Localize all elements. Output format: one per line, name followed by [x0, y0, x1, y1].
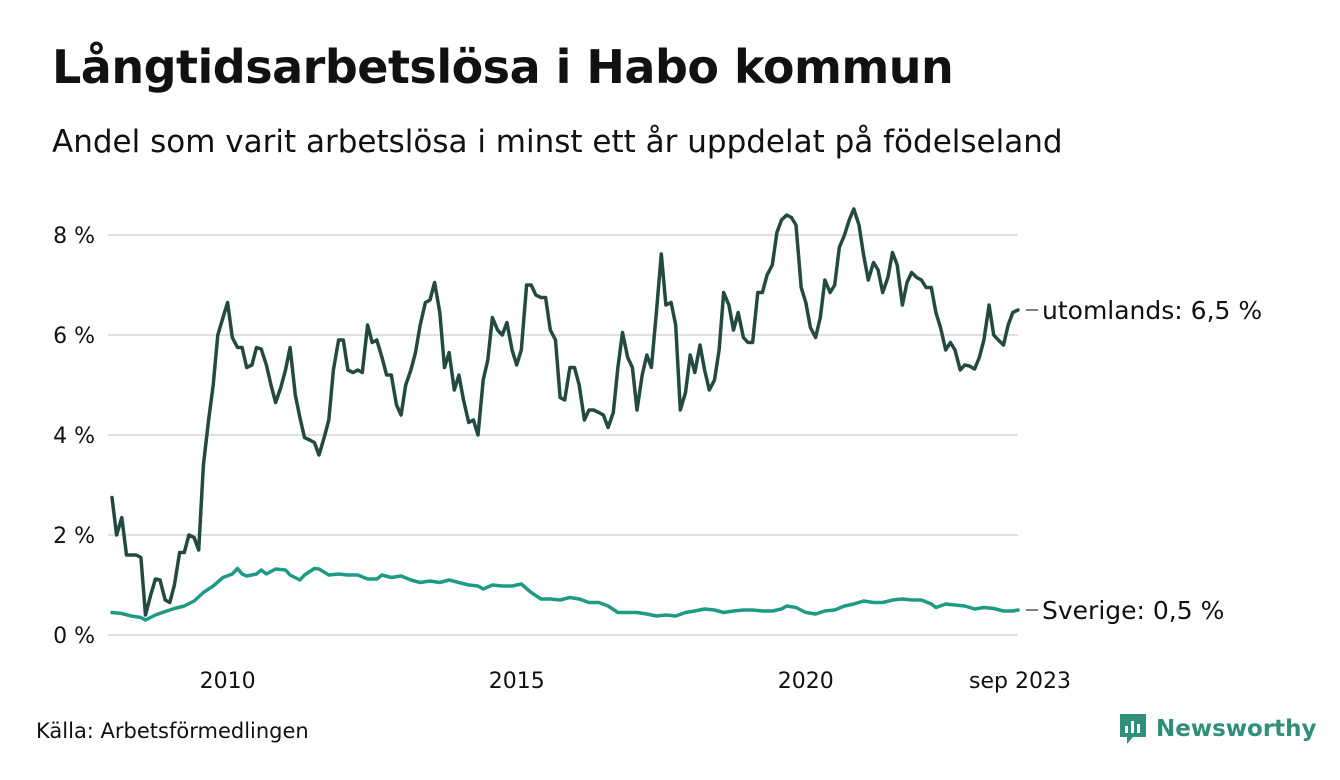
- page-title: Långtidsarbetslösa i Habo kommun: [52, 40, 954, 94]
- series-line-sverige: [110, 566, 1020, 622]
- y-tick-label: 8 %: [53, 224, 95, 249]
- series-label-utomlands: utomlands: 6,5 %: [1042, 296, 1262, 325]
- y-axis: 0 % 2 % 4 % 6 % 8 %: [53, 224, 95, 649]
- brand-name: Newsworthy: [1156, 716, 1317, 742]
- y-tick-label: 0 %: [53, 624, 95, 649]
- y-tick-label: 6 %: [53, 324, 95, 349]
- x-tick-label: 2015: [489, 669, 545, 694]
- x-tick-label: 2010: [200, 669, 256, 694]
- series-label-sverige: Sverige: 0,5 %: [1042, 596, 1224, 625]
- x-tick-label: 2020: [778, 669, 834, 694]
- y-tick-label: 2 %: [53, 524, 95, 549]
- x-axis: 2010 2015 2020 sep 2023: [200, 669, 1071, 694]
- source-note: Källa: Arbetsförmedlingen: [36, 719, 309, 743]
- x-tick-label: sep 2023: [969, 669, 1071, 694]
- newsworthy-logo-icon: [1120, 714, 1146, 744]
- series-lines: [110, 207, 1020, 622]
- grid-lines: [108, 234, 1018, 636]
- brand-logo[interactable]: Newsworthy: [1118, 712, 1317, 746]
- series-line-utomlands: [110, 207, 1020, 617]
- page-subtitle: Andel som varit arbetslösa i minst ett å…: [52, 124, 1063, 160]
- series-labels: utomlands: 6,5 % Sverige: 0,5 %: [1026, 296, 1262, 625]
- y-tick-label: 4 %: [53, 424, 95, 449]
